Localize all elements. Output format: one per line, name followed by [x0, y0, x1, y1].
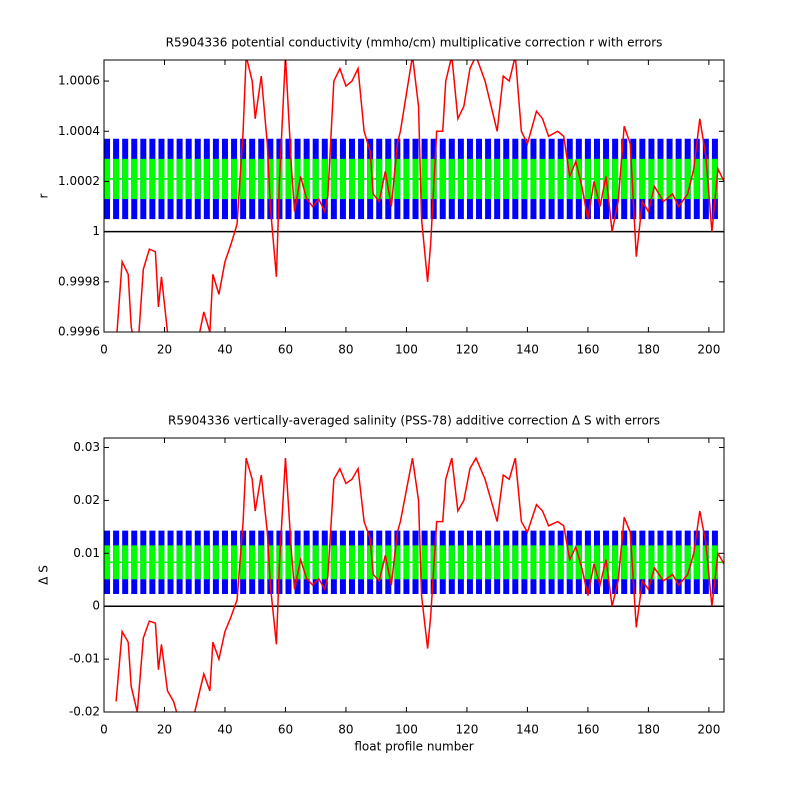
x-tick-label: 60 — [278, 723, 293, 737]
x-tick-label: 80 — [338, 723, 353, 737]
x-tick-label: 160 — [576, 343, 599, 357]
x-tick-label: 40 — [217, 723, 232, 737]
x-tick-label: 20 — [157, 723, 172, 737]
x-axis-label: float profile number — [354, 740, 473, 754]
y-axis-label: r — [37, 193, 51, 198]
x-tick-label: 200 — [697, 723, 720, 737]
y-tick-label: 0.02 — [73, 493, 100, 507]
x-tick-label: 100 — [395, 343, 418, 357]
y-tick-label: 1.0004 — [58, 124, 100, 138]
y-tick-label: 0.01 — [73, 546, 100, 560]
y-tick-label: 1.0006 — [58, 74, 100, 88]
y-tick-label: 0 — [92, 599, 100, 613]
axes-box — [103, 59, 725, 333]
y-tick-label: 0.03 — [73, 440, 100, 454]
data-line — [116, 60, 724, 332]
plot-content — [104, 60, 724, 332]
x-tick-label: 160 — [576, 723, 599, 737]
x-tick-label: 80 — [338, 343, 353, 357]
y-tick-label: -0.01 — [69, 652, 100, 666]
x-tick-label: 120 — [455, 723, 478, 737]
x-tick-label: 60 — [278, 343, 293, 357]
x-tick-label: 140 — [516, 723, 539, 737]
x-tick-label: 120 — [455, 343, 478, 357]
y-tick-label: 0.9998 — [58, 274, 100, 288]
axes: 0 20 40 60 80 100 120 140 160 180 200 0.9996 0.9998 1… — [37, 36, 725, 357]
y-axis-label: Δ S — [37, 565, 51, 585]
x-tick-label: 0 — [100, 723, 108, 737]
x-tick-label: 0 — [100, 343, 108, 357]
y-tick-label: 1.0002 — [58, 174, 100, 188]
axes: 0 20 40 60 80 100 120 140 160 180 200 -0.02 -0.01 0 0.… — [37, 414, 725, 754]
x-tick-label: 180 — [637, 343, 660, 357]
x-tick-label: 140 — [516, 343, 539, 357]
x-tick-label: 40 — [217, 343, 232, 357]
plot-content — [104, 456, 724, 712]
x-tick-label: 20 — [157, 343, 172, 357]
x-tick-label: 200 — [697, 343, 720, 357]
axes-box — [103, 437, 725, 713]
data-line — [115, 456, 724, 712]
y-tick-label: -0.02 — [69, 705, 100, 719]
x-tick-label: 180 — [637, 723, 660, 737]
y-tick-label: 1 — [92, 224, 100, 238]
chart-title: R5904336 potential conductivity (mmho/cm… — [166, 36, 663, 50]
x-tick-label: 100 — [395, 723, 418, 737]
chart-title: R5904336 vertically-averaged salinity (P… — [168, 414, 660, 428]
y-tick-label: 0.9996 — [58, 325, 100, 339]
